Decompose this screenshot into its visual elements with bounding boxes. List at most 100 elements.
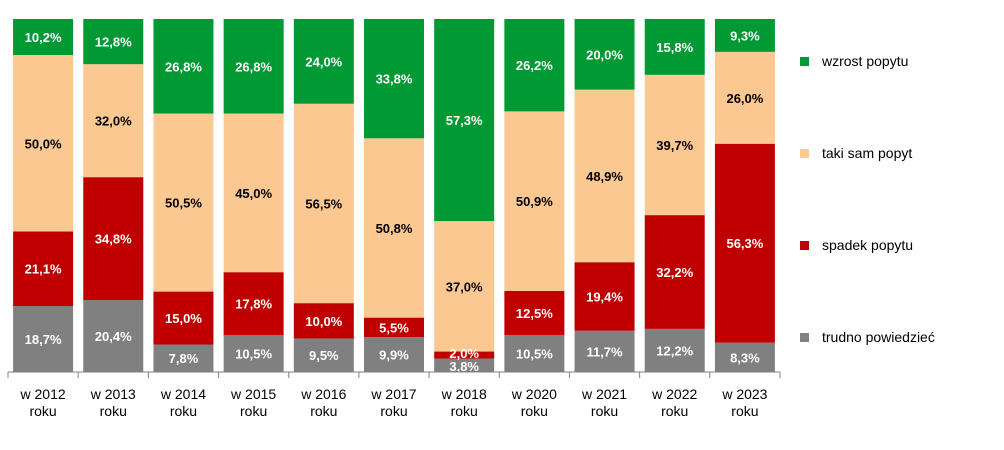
x-tick-label: roku — [29, 403, 56, 419]
x-tick-label: roku — [661, 403, 688, 419]
data-label: 20,0% — [586, 47, 623, 62]
legend-label: wzrost popytu — [821, 53, 908, 69]
legend-label: spadek popytu — [822, 237, 913, 253]
data-label: 12,5% — [516, 306, 553, 321]
x-tick-label: w 2013 — [90, 386, 136, 402]
bar-segment — [293, 303, 354, 339]
bar-segment — [153, 113, 214, 292]
bar-segment — [223, 19, 284, 114]
data-label: 9,3% — [730, 28, 760, 43]
x-tick-label: w 2017 — [370, 386, 416, 402]
data-label: 7,8% — [169, 351, 199, 366]
data-label: 37,0% — [446, 279, 483, 294]
data-label: 50,9% — [516, 194, 553, 209]
x-tick-label: w 2020 — [511, 386, 557, 402]
bar-segment — [644, 215, 705, 329]
bar-segment — [504, 111, 565, 291]
data-label: 33,8% — [376, 72, 413, 87]
x-tick-label: roku — [591, 403, 618, 419]
data-label: 50,8% — [376, 221, 413, 236]
data-label: 39,7% — [656, 138, 693, 153]
data-label: 9,9% — [379, 348, 409, 363]
data-label: 18,7% — [25, 332, 62, 347]
bar-segment — [714, 342, 775, 372]
legend: wzrost popytu taki sam popyt spadek popytu… — [800, 53, 935, 345]
bar-segment — [293, 19, 354, 104]
bar-segment — [83, 177, 144, 300]
bar-segment — [153, 344, 214, 372]
bar-segment — [574, 89, 635, 263]
bar-segment — [434, 19, 495, 222]
bar-segment — [574, 330, 635, 372]
data-label: 21,1% — [25, 262, 62, 277]
x-tick-label: w 2012 — [20, 386, 66, 402]
bar-segment — [223, 334, 284, 372]
bar-segment — [364, 317, 424, 338]
legend-swatch — [800, 333, 809, 342]
data-label: 15,8% — [656, 40, 693, 55]
bar-segment — [504, 334, 565, 372]
bar-segment — [293, 338, 354, 372]
x-tick-label: roku — [731, 403, 758, 419]
bar-segment — [293, 103, 354, 304]
bar-segment — [153, 291, 214, 345]
bar-segment — [714, 19, 775, 52]
bar-segment — [504, 19, 565, 112]
data-label: 48,9% — [586, 169, 623, 184]
data-label: 32,2% — [656, 265, 693, 280]
bar-segment — [364, 19, 424, 139]
bar-segment — [504, 290, 565, 335]
data-label: 10,0% — [305, 314, 342, 329]
data-label: 12,2% — [656, 343, 693, 358]
data-label: 32,0% — [95, 114, 132, 129]
data-label: 3,8% — [449, 359, 479, 374]
data-label: 24,0% — [305, 54, 342, 69]
bar-segment — [223, 113, 284, 273]
x-tick-label: w 2014 — [160, 386, 206, 402]
data-label: 10,5% — [516, 346, 553, 361]
bar-segment — [434, 221, 495, 352]
data-label: 50,0% — [25, 136, 62, 151]
x-tick-label: roku — [451, 403, 478, 419]
data-label: 5,5% — [379, 320, 409, 335]
x-tick-label: roku — [310, 403, 337, 419]
data-label: 26,8% — [235, 59, 272, 74]
data-label: 56,5% — [305, 196, 342, 211]
bar-segment — [574, 19, 635, 90]
bar-segment — [13, 305, 74, 372]
data-label: 26,8% — [165, 59, 202, 74]
data-label: 26,0% — [726, 91, 763, 106]
bar-segment — [644, 19, 705, 75]
bar-segment — [13, 55, 74, 232]
bar-segment — [434, 351, 495, 359]
bar-segment — [574, 262, 635, 331]
data-label: 15,0% — [165, 311, 202, 326]
x-tick-label: roku — [100, 403, 127, 419]
bars-group: 18,7% 21,1% 50,0% 10,2% 20,4% 34,8% 32,0% 12,8%… — [13, 19, 775, 374]
data-label: 11,7% — [586, 344, 623, 359]
data-label: 17,8% — [235, 297, 272, 312]
data-label: 45,0% — [235, 186, 272, 201]
data-label: 2,0% — [449, 346, 479, 361]
data-label: 56,3% — [726, 236, 763, 251]
bar-segment — [223, 272, 284, 335]
data-label: 34,8% — [95, 232, 132, 247]
data-label: 19,4% — [586, 289, 623, 304]
bar-segment — [434, 358, 495, 372]
data-label: 10,5% — [235, 346, 272, 361]
legend-swatch — [800, 57, 809, 66]
x-tick-label: roku — [170, 403, 197, 419]
x-tick-label: roku — [521, 403, 548, 419]
bar-segment — [153, 19, 214, 114]
data-label: 50,5% — [165, 196, 202, 211]
bar-segment — [364, 138, 424, 318]
data-label: 12,8% — [95, 35, 132, 50]
bar-segment — [13, 231, 74, 306]
x-tick-label: w 2016 — [300, 386, 346, 402]
data-label: 9,5% — [309, 348, 339, 363]
bar-segment — [83, 19, 144, 65]
bar-segment — [83, 64, 144, 178]
x-tick-label: w 2015 — [230, 386, 276, 402]
x-tick-label: w 2022 — [651, 386, 697, 402]
bar-segment — [13, 19, 74, 56]
